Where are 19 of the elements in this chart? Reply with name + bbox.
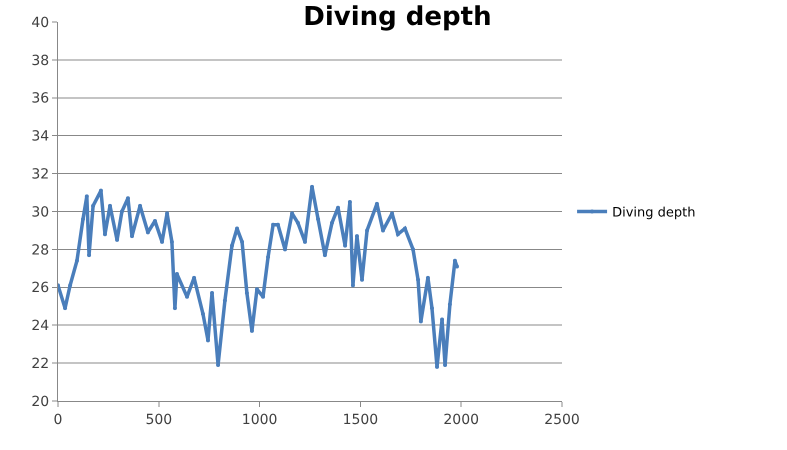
x-tick-label: 2500 [544,412,580,428]
legend-label: Diving depth [612,206,696,221]
y-tick-label: 38 [31,52,50,69]
y-tick-label: 40 [31,14,50,31]
x-tick-label: 2000 [443,412,480,428]
y-tick-label: 28 [31,242,50,258]
x-tick-label: 1000 [242,412,278,428]
x-tick-label: 1500 [342,412,378,428]
y-tick-label: 30 [31,204,50,220]
y-tick-label: 22 [31,356,50,372]
y-tick-label: 24 [31,318,50,334]
y-tick-label: 20 [31,394,50,410]
y-tick-label: 34 [31,128,50,145]
y-tick-label: 26 [31,280,50,296]
x-tick-label: 0 [54,412,62,428]
x-tick-label: 500 [145,412,172,428]
y-tick-label: 32 [31,166,50,182]
chart-title: Diving depth [303,2,492,32]
y-tick-label: 36 [31,90,50,107]
